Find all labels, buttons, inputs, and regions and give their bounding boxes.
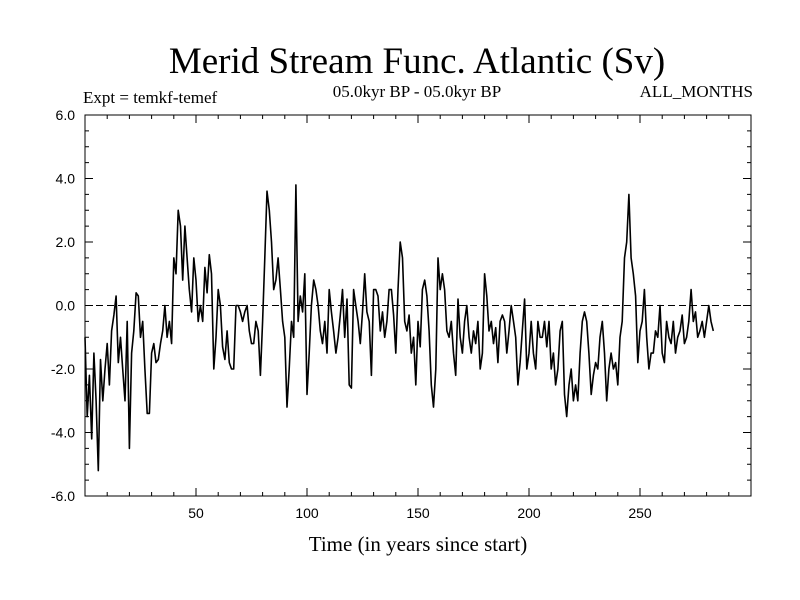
chart-title: Merid Stream Func. Atlantic (Sv) (169, 41, 665, 82)
months-label: ALL_MONTHS (640, 82, 753, 101)
y-tick-label: 6.0 (56, 107, 76, 123)
period-label: 05.0kyr BP - 05.0kyr BP (333, 82, 501, 101)
experiment-label: Expt = temkf-temef (83, 88, 218, 107)
x-axis-label: Time (in years since start) (309, 532, 528, 556)
y-tick-label: -6.0 (51, 488, 75, 504)
x-tick-label: 50 (188, 505, 204, 521)
x-axis: 50 100 150 200 250 (106, 115, 730, 521)
x-tick-label: 100 (295, 505, 319, 521)
y-tick-label: 4.0 (56, 171, 76, 187)
x-tick-label: 200 (517, 505, 541, 521)
y-tick-label: 0.0 (56, 298, 76, 314)
series-line (84, 184, 715, 472)
x-tick-label: 250 (628, 505, 652, 521)
y-tick-label: -2.0 (51, 361, 75, 377)
y-tick-label: -4.0 (51, 425, 75, 441)
x-tick-label: 150 (406, 505, 430, 521)
y-tick-label: 2.0 (56, 234, 76, 250)
